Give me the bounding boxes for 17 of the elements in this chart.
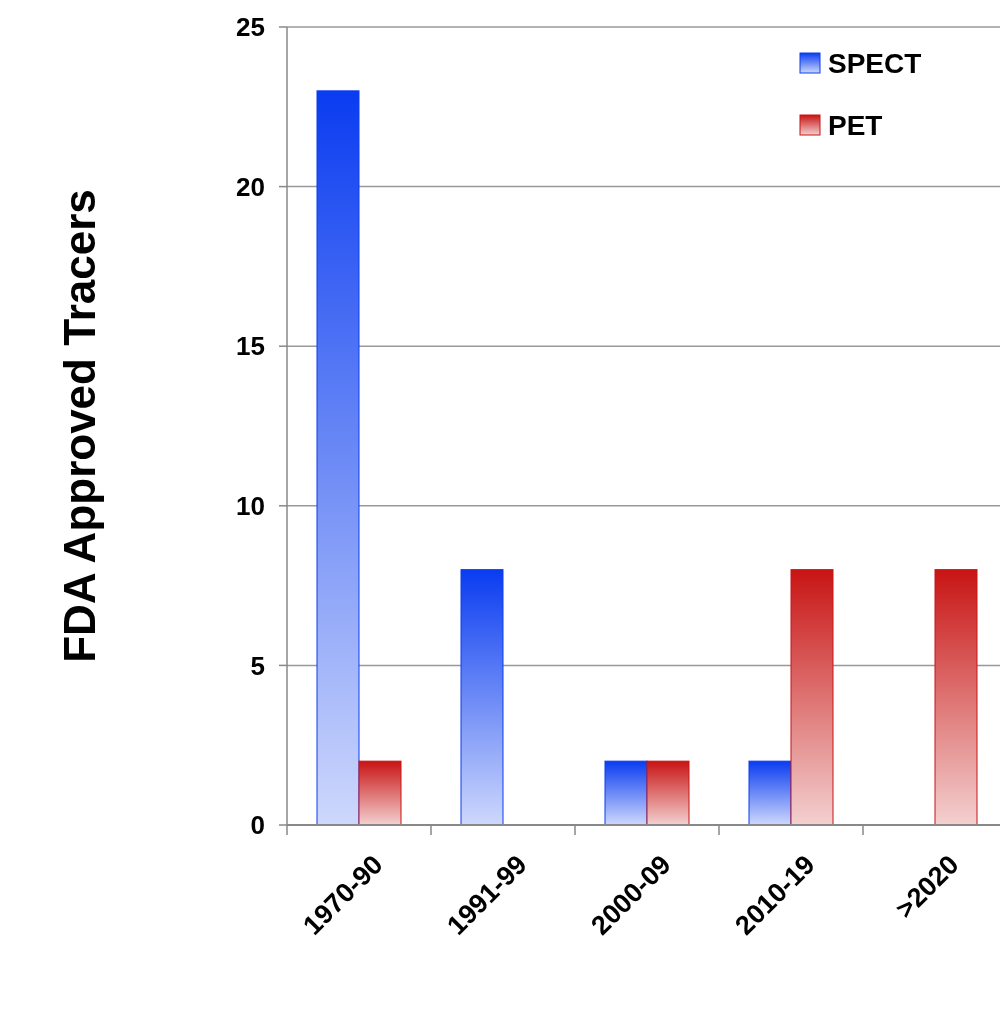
y-tick-label: 25 — [236, 12, 265, 43]
y-tick-label: 0 — [250, 810, 265, 841]
bar — [604, 760, 648, 826]
y-tick-label: 5 — [250, 650, 265, 681]
y-tick-label: 20 — [236, 171, 265, 202]
bar — [316, 90, 360, 826]
bar — [934, 569, 978, 826]
bar — [358, 760, 402, 826]
y-tick-label: 15 — [236, 331, 265, 362]
bar — [790, 569, 834, 826]
bar — [748, 760, 792, 826]
y-axis-title: FDA Approved Tracers — [55, 189, 104, 663]
y-tick-label: 10 — [236, 490, 265, 521]
bar — [460, 569, 504, 826]
legend-label: PET — [828, 109, 883, 141]
legend-label: SPECT — [828, 47, 922, 79]
bar — [646, 760, 690, 826]
